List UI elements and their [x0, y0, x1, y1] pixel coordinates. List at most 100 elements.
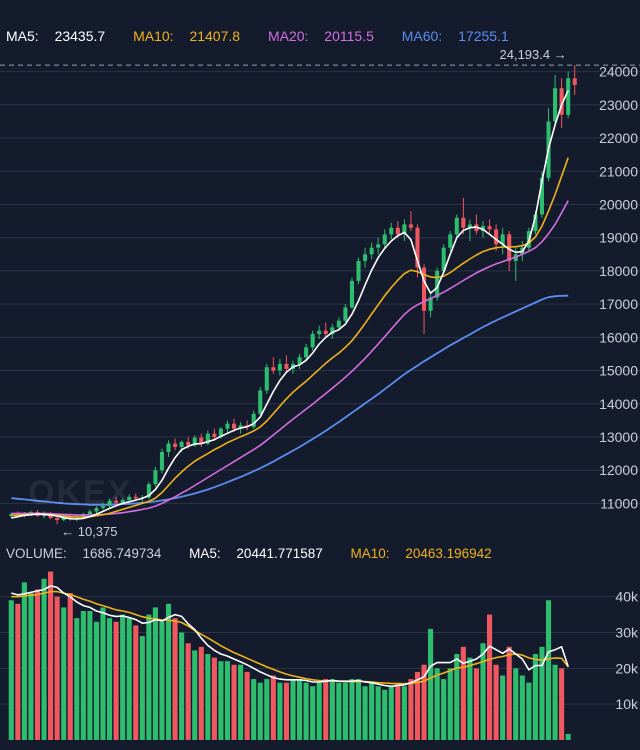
volume-bar [486, 614, 493, 740]
price-grid [0, 71, 640, 504]
legend-volume-value: 1686.749734 [82, 546, 162, 561]
volume-bar [54, 596, 60, 740]
candlestick-series [9, 65, 577, 525]
volume-bar [434, 668, 440, 740]
volume-bar [545, 600, 552, 740]
legend-ma5: MA5: 23435.7 [6, 28, 117, 44]
candle [389, 222, 394, 240]
legend-vol-ma5-value: 20441.771587 [236, 546, 323, 561]
candle-body [310, 334, 315, 348]
candle-body [166, 443, 171, 452]
volume-bar [106, 618, 113, 740]
candle-body [349, 280, 354, 308]
candle-body [284, 363, 289, 369]
candle-body [422, 267, 427, 311]
candle [441, 244, 446, 275]
ma10-line-path [11, 157, 569, 518]
volume-bars [8, 571, 571, 740]
candle [382, 229, 387, 250]
candle [461, 197, 466, 235]
candle [343, 304, 348, 323]
candle-body [402, 224, 407, 235]
high-price-label: 24,193.4 → [500, 47, 567, 62]
volume-bar [198, 646, 204, 740]
candle [107, 498, 112, 509]
candle-body [461, 217, 466, 228]
candle-body [114, 500, 119, 503]
candle-body [441, 247, 446, 271]
candle-body [173, 443, 178, 447]
candle [205, 430, 210, 446]
candle-body [304, 347, 309, 358]
candle-body [146, 484, 151, 498]
candle [284, 355, 289, 373]
volume-bar [28, 593, 34, 740]
volume-bar [401, 686, 407, 740]
volume-bar [369, 682, 375, 740]
candle [408, 211, 413, 232]
volume-bar [21, 582, 27, 740]
candle-body [212, 433, 217, 437]
candle [330, 324, 335, 340]
volume-bar [342, 682, 348, 740]
volume-bar [355, 679, 362, 740]
volume-bar [87, 611, 93, 740]
volume-bar [211, 657, 217, 740]
candle [277, 358, 282, 376]
volume-bar [428, 628, 434, 740]
candle-body [454, 217, 459, 235]
ma5-line-path [11, 90, 569, 520]
candle-body [127, 496, 132, 501]
volume-bar [126, 618, 132, 740]
candle [323, 322, 328, 338]
candle [356, 257, 361, 285]
volume-bar [139, 636, 145, 740]
candle [271, 357, 276, 374]
volume-bar [565, 733, 571, 740]
candle [9, 512, 14, 519]
legend-ma10-value: 21407.8 [189, 28, 241, 44]
volume-bar [500, 675, 506, 740]
candle [225, 420, 230, 434]
candle-body [179, 441, 184, 447]
volume-bar [329, 679, 335, 740]
volume-bar [552, 664, 558, 740]
legend-vol-ma5-label: MA5: [189, 546, 221, 561]
legend-vol-ma10-value: 20463.196942 [405, 546, 492, 561]
candle [258, 387, 263, 416]
volume-tick-label: 30k [615, 625, 639, 641]
volume-bar [179, 632, 185, 740]
candle-body [55, 518, 60, 521]
price-ma-legend: MA5: 23435.7 MA10: 21407.8 MA20: 20115.5… [6, 28, 533, 44]
volume-bar [414, 671, 421, 740]
candle-body [363, 254, 368, 261]
legend-ma5-label: MA5: [6, 28, 39, 44]
price-tick-label: 12000 [599, 462, 638, 478]
low-price-label: ← 10,375 [61, 524, 117, 539]
legend-vol-ma10: MA10: 20463.196942 [351, 546, 504, 561]
candle [415, 224, 420, 278]
volume-bar [251, 679, 257, 740]
candle [494, 224, 499, 251]
candle [402, 219, 407, 242]
volume-bar [93, 621, 100, 740]
volume-bar [8, 600, 14, 740]
candle-body [159, 451, 164, 471]
candle-body [107, 500, 112, 507]
candle-body [133, 496, 138, 499]
volume-bar [113, 621, 119, 740]
candle-body [487, 226, 492, 230]
volume-bar [120, 614, 126, 740]
candle [369, 242, 374, 260]
legend-ma20: MA20: 20115.5 [268, 28, 386, 44]
candle-body [553, 88, 558, 122]
price-tick-label: 14000 [599, 396, 638, 412]
price-tick-label: 23000 [599, 97, 638, 113]
price-tick-label: 22000 [599, 130, 638, 146]
volume-bar [395, 682, 401, 740]
candle [212, 428, 217, 441]
volume-bar [323, 679, 329, 740]
volume-bar [244, 671, 250, 740]
candle [467, 219, 472, 242]
